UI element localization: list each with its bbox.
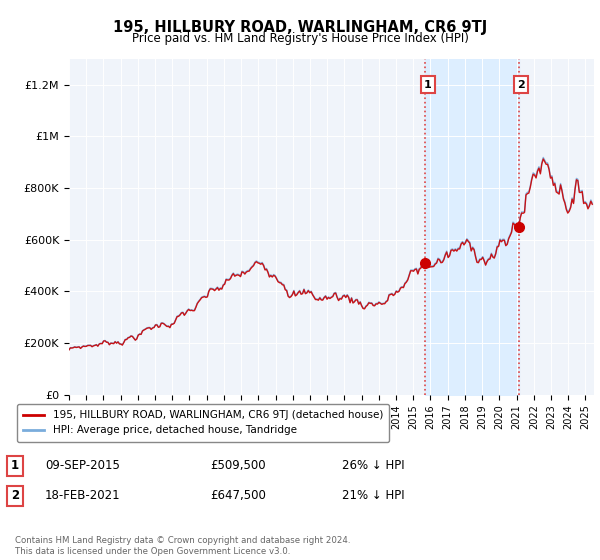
Text: 2: 2 — [11, 489, 19, 502]
Text: Price paid vs. HM Land Registry's House Price Index (HPI): Price paid vs. HM Land Registry's House … — [131, 32, 469, 45]
Text: 18-FEB-2021: 18-FEB-2021 — [45, 489, 121, 502]
Text: 09-SEP-2015: 09-SEP-2015 — [45, 459, 120, 473]
Text: 2: 2 — [517, 80, 525, 90]
Legend: 195, HILLBURY ROAD, WARLINGHAM, CR6 9TJ (detached house), HPI: Average price, de: 195, HILLBURY ROAD, WARLINGHAM, CR6 9TJ … — [17, 404, 389, 442]
Text: £509,500: £509,500 — [210, 459, 266, 473]
Text: 26% ↓ HPI: 26% ↓ HPI — [342, 459, 404, 473]
Text: £647,500: £647,500 — [210, 489, 266, 502]
Text: Contains HM Land Registry data © Crown copyright and database right 2024.
This d: Contains HM Land Registry data © Crown c… — [15, 536, 350, 556]
Text: 1: 1 — [424, 80, 431, 90]
Text: 195, HILLBURY ROAD, WARLINGHAM, CR6 9TJ: 195, HILLBURY ROAD, WARLINGHAM, CR6 9TJ — [113, 20, 487, 35]
Text: 1: 1 — [11, 459, 19, 473]
Text: 21% ↓ HPI: 21% ↓ HPI — [342, 489, 404, 502]
